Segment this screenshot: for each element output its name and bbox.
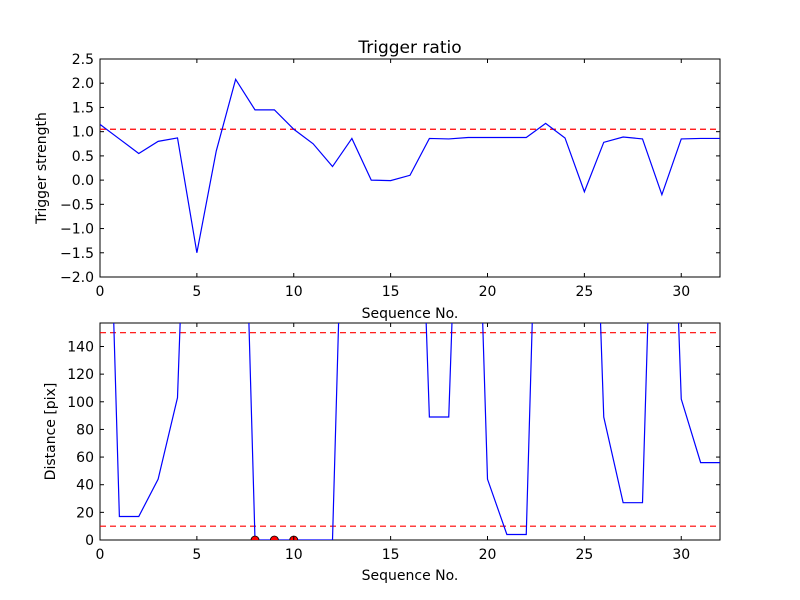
x-tick-label: 30 (672, 284, 690, 300)
x-tick-label: 5 (192, 284, 201, 300)
plot-area (100, 77, 720, 253)
y-tick-label: 140 (67, 339, 94, 355)
x-tick-label: 10 (285, 547, 303, 563)
data-marker (250, 535, 260, 540)
y-tick-label: 0.5 (72, 149, 94, 165)
x-tick-label: 20 (479, 284, 497, 300)
y-tick-label: 0.0 (72, 173, 94, 189)
y-tick-label: −1.5 (60, 246, 94, 262)
x-tick-label: 30 (672, 547, 690, 563)
x-tick-label: 10 (285, 284, 303, 300)
y-tick-label: −2.0 (60, 270, 94, 286)
x-tick-label: 15 (382, 547, 400, 563)
x-tick-label: 20 (479, 547, 497, 563)
x-axis-label: Sequence No. (362, 568, 459, 584)
distance-panel: 0 5 10 15 20 25 30 0 20 40 60 80 100 120 140 Sequence N… (43, 322, 721, 584)
y-tick-label: 2.0 (72, 76, 94, 92)
x-tick-label: 25 (575, 547, 593, 563)
y-tick-label: 1.0 (72, 125, 94, 141)
trigger-ratio-panel: 0 5 10 15 20 25 30 −2.0 −1.5 −1.0 −0.5 0.0 0.5 1.0 1.5… (34, 52, 721, 322)
y-tick-label: 40 (76, 478, 94, 494)
x-tick-label: 15 (382, 284, 400, 300)
chart-title: Trigger ratio (357, 38, 461, 58)
plot-frame (99, 58, 721, 278)
y-tick-label: 20 (76, 505, 94, 521)
series-line (113, 323, 720, 540)
y-tick-label: 100 (67, 395, 94, 411)
y-tick-label: 0 (85, 533, 94, 549)
x-tick-label: 0 (96, 547, 105, 563)
data-marker (269, 535, 279, 540)
y-tick-label: −0.5 (60, 197, 94, 213)
y-axis-label: Trigger strength (34, 112, 50, 225)
y-tick-label: 80 (76, 422, 94, 438)
x-tick-label: 0 (96, 284, 105, 300)
y-tick-label: 1.5 (72, 100, 94, 116)
y-tick-label: 60 (76, 450, 94, 466)
series-line (100, 77, 720, 253)
x-tick-label: 5 (192, 547, 201, 563)
x-tick-label: 25 (575, 284, 593, 300)
plot-frame (99, 322, 721, 541)
y-axis-label: Distance [pix] (43, 383, 59, 481)
y-tick-label: 120 (67, 367, 94, 383)
y-tick-label: −1.0 (60, 222, 94, 238)
x-axis-label: Sequence No. (362, 306, 459, 322)
y-tick-label: 2.5 (72, 52, 94, 68)
